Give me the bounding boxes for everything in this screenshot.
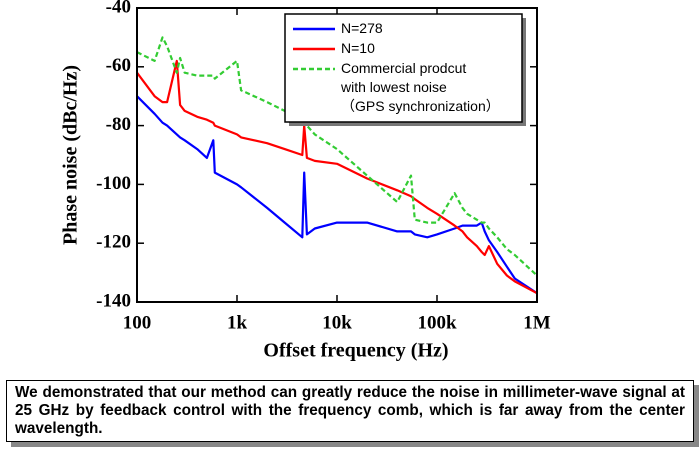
x-tick-label: 1M	[523, 312, 551, 333]
legend-box	[284, 13, 523, 123]
x-axis-label: Offset frequency (Hz)	[263, 340, 448, 362]
y-tick-label: -60	[106, 55, 131, 76]
legend-label-line: （GPS synchronization）	[341, 98, 500, 114]
legend-label: N=278	[341, 20, 383, 36]
x-tick-label: 100k	[417, 312, 457, 333]
series-line	[137, 36, 537, 277]
caption: We demonstrated that our method can grea…	[6, 380, 694, 442]
legend-label-line: N=10	[341, 40, 375, 56]
series-line	[137, 59, 537, 295]
x-tick-label: 10k	[322, 312, 352, 333]
legend-label: N=10	[341, 40, 375, 56]
y-tick-label: -140	[96, 290, 131, 311]
plot-frame	[136, 7, 538, 303]
legend-label-line: with lowest noise	[340, 79, 447, 95]
y-axis-label: Phase noise (dBc/Hz)	[60, 65, 82, 245]
y-tick-label: -80	[106, 114, 131, 135]
x-tick-label: 1k	[227, 312, 248, 333]
legend-label-line: Commercial prodcut	[341, 60, 466, 76]
y-tick-label: -40	[106, 0, 131, 17]
x-tick-label: 100	[123, 312, 152, 333]
y-tick-label: -100	[96, 173, 131, 194]
legend-label-line: N=278	[341, 20, 383, 36]
y-tick-label: -120	[96, 232, 131, 253]
legend-label: Commercial prodcut with lowest noise （GPS …	[340, 60, 500, 114]
chart: Offset frequency (Hz) Phase noise (dBc/H…	[60, 0, 551, 362]
